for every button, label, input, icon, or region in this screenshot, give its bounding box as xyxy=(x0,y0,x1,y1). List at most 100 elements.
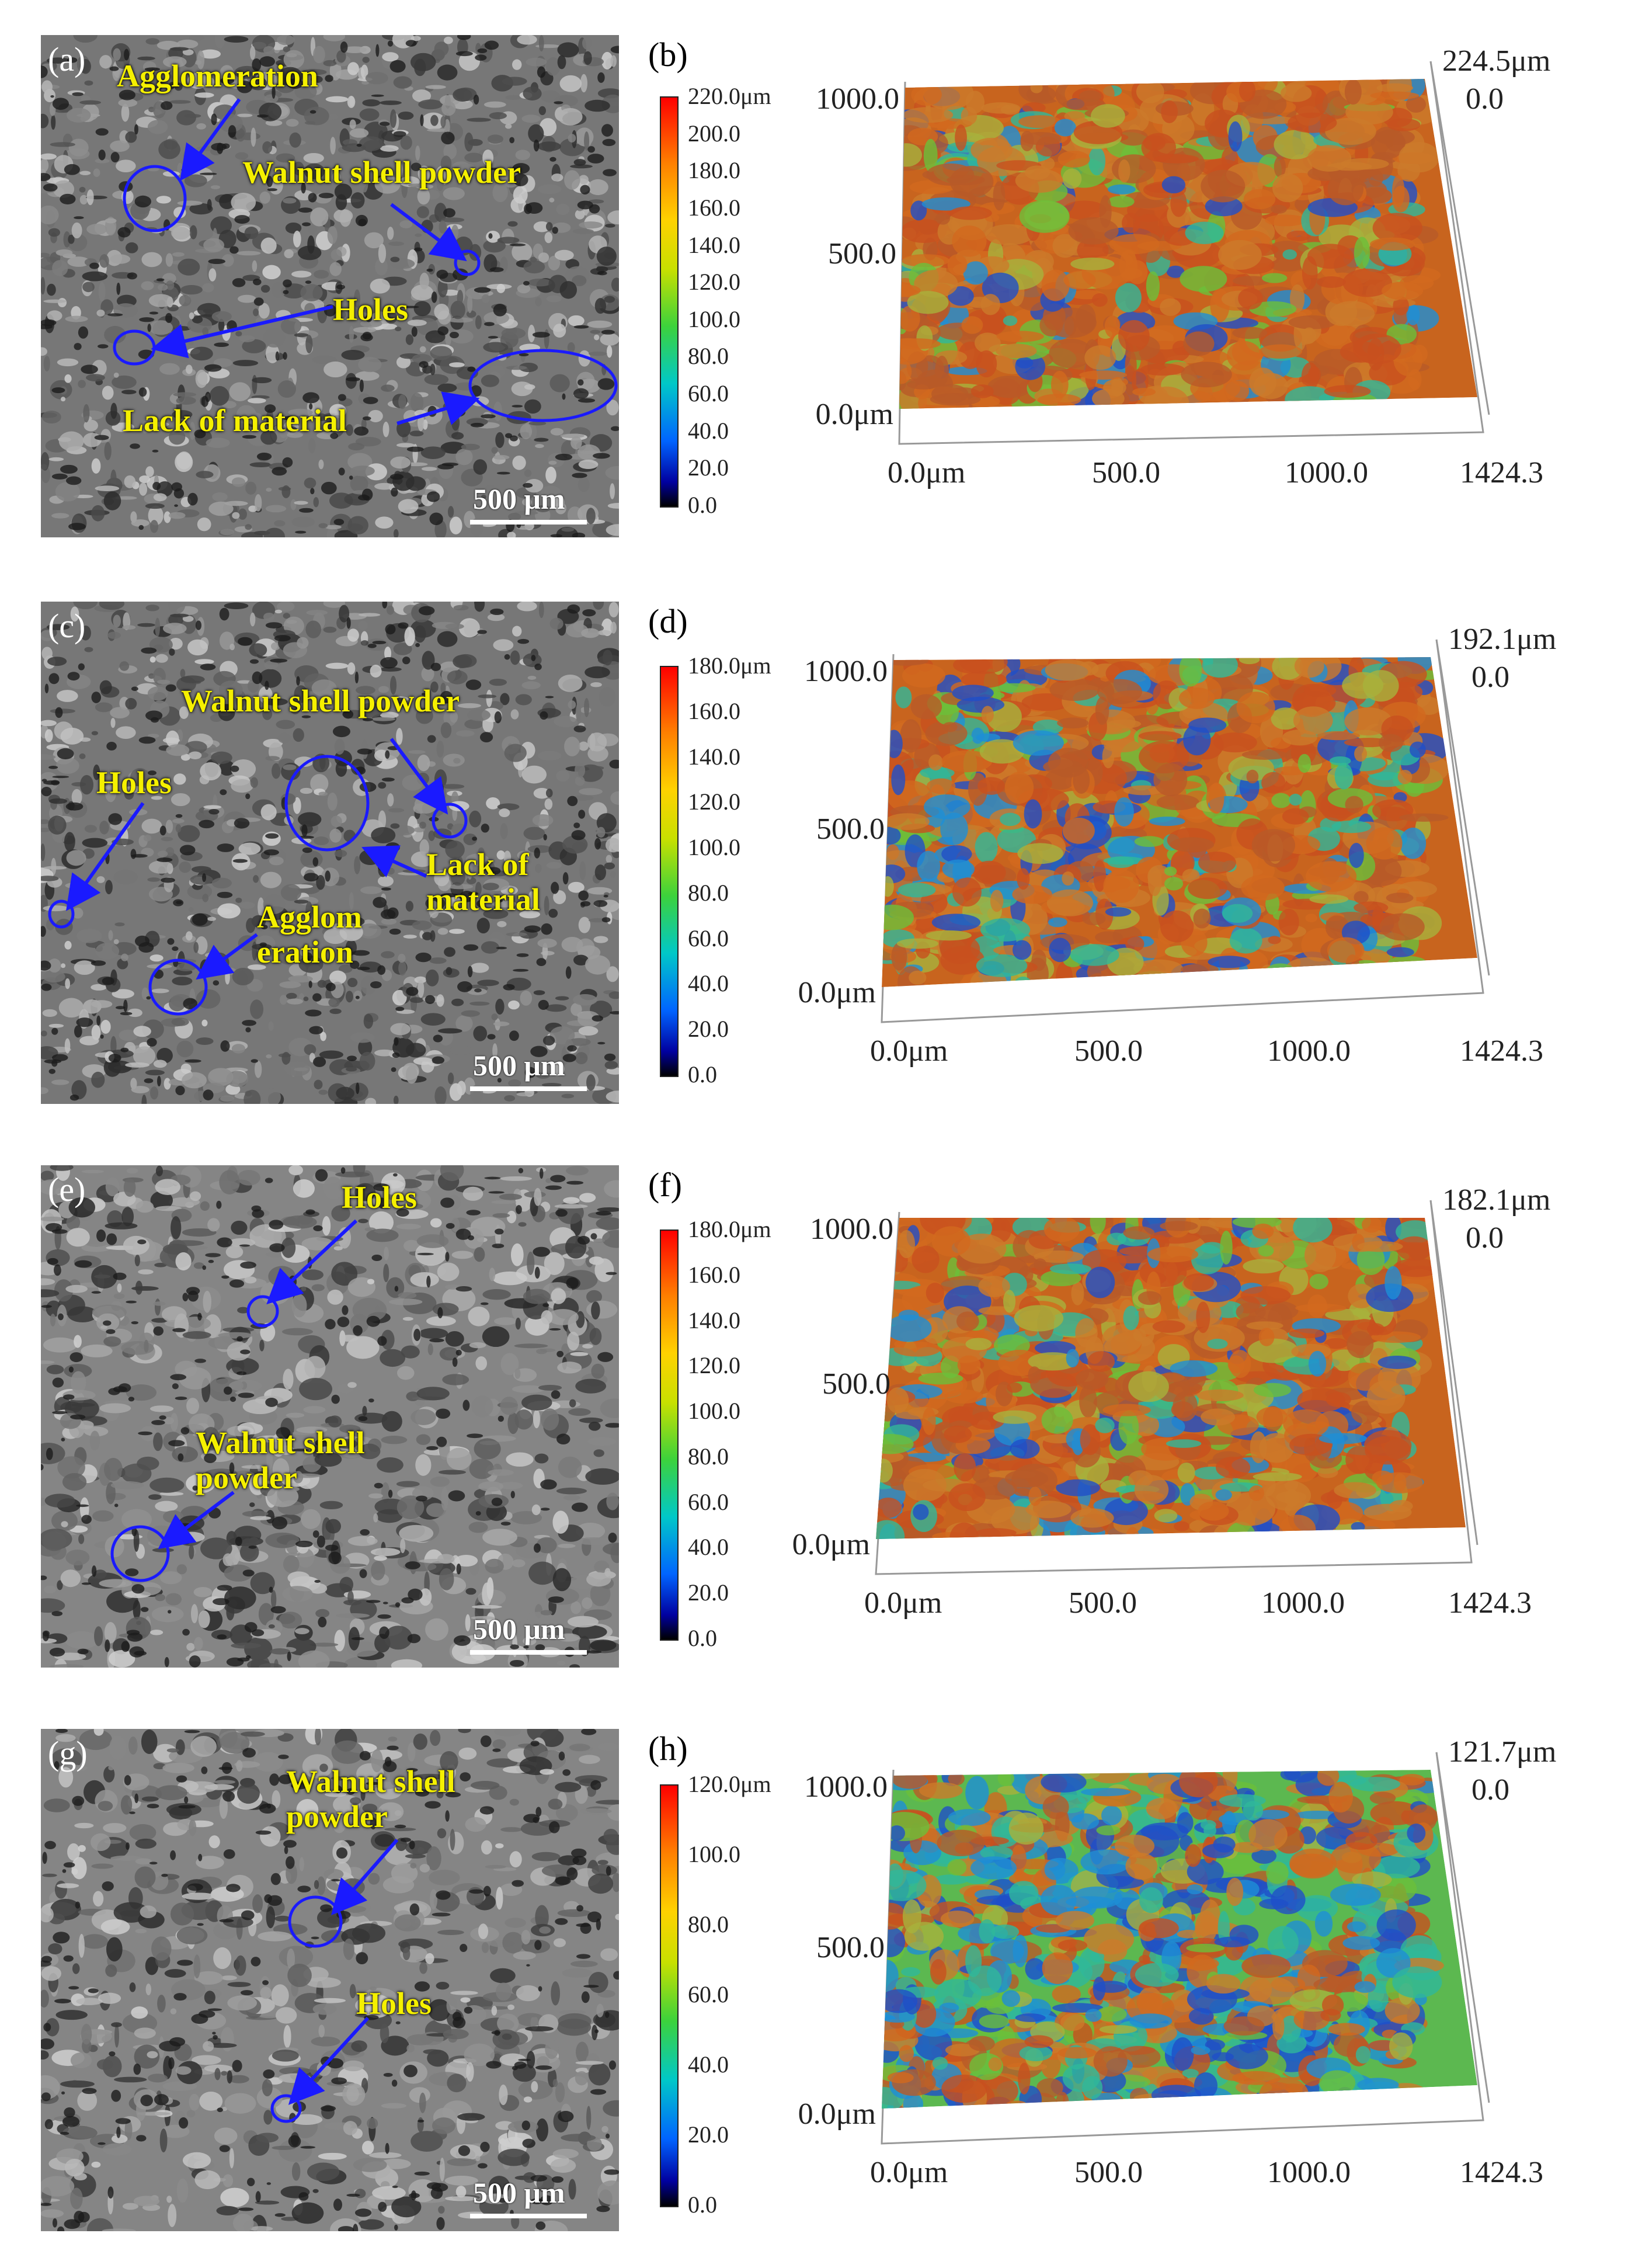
x-axis-tick: 0.0μm xyxy=(864,1586,942,1620)
scale-bar-label: 500 μm xyxy=(473,1049,565,1082)
x-axis-tick: 0.0μm xyxy=(870,2156,948,2189)
x-axis-tick: 1424.3 xyxy=(1460,2156,1543,2189)
annotation-overlay xyxy=(48,738,468,1016)
y-axis-tick: 1000.0 xyxy=(810,1213,893,1246)
y-axis-tick: 500.0 xyxy=(828,237,896,270)
annotation-label: Holes xyxy=(342,1180,417,1215)
colorbar xyxy=(660,666,679,1077)
annotation-label: Agglom eration xyxy=(257,899,362,970)
sem-texture xyxy=(41,602,619,1104)
colorbar-tick: 0.0 xyxy=(688,1625,717,1651)
sem-image: (a) Agglomeration Walnut shell powder Holes… xyxy=(41,35,619,537)
y-axis-tick: 0.0μm xyxy=(798,2097,876,2131)
colorbar-tick: 140.0 xyxy=(688,1307,740,1333)
colorbar-tick: 220.0μm xyxy=(688,83,771,109)
annotation-marker xyxy=(48,899,75,929)
sem-texture xyxy=(41,1165,619,1668)
scale-bar-label: 500 μm xyxy=(473,482,565,515)
annotation-arrow xyxy=(288,2016,370,2105)
annotation-arrow xyxy=(389,738,448,815)
colorbar-tick: 40.0 xyxy=(688,2051,729,2078)
x-axis-tick: 500.0 xyxy=(1092,456,1160,489)
scale-bar xyxy=(470,520,587,525)
colorbar-tick: 140.0 xyxy=(688,743,740,770)
annotation-arrow xyxy=(158,1491,235,1550)
x-axis-tick: 500.0 xyxy=(1069,1586,1137,1620)
annotation-marker xyxy=(288,1895,343,1948)
scale-bar xyxy=(470,2214,587,2218)
panel-letter: (f) xyxy=(648,1166,682,1204)
annotation-label: Agglomeration xyxy=(117,58,318,93)
colorbar-tick: 200.0 xyxy=(688,120,740,147)
surface-plot xyxy=(898,61,1490,445)
y-axis-tick: 500.0 xyxy=(816,812,885,846)
x-axis-tick: 1000.0 xyxy=(1285,456,1368,489)
sem-texture xyxy=(41,1729,619,2231)
annotation-label: Walnut shell powder xyxy=(242,155,521,190)
scale-bar xyxy=(470,1650,587,1655)
panel-letter: (c) xyxy=(48,607,86,645)
colorbar-tick: 0.0 xyxy=(688,492,717,518)
sem-texture xyxy=(41,35,619,537)
max-height-label: 182.1μm xyxy=(1442,1183,1551,1217)
y-axis-tick: 0.0μm xyxy=(815,398,893,431)
colorbar xyxy=(660,96,679,508)
max-height-label: 121.7μm xyxy=(1448,1735,1557,1769)
colorbar-tick: 80.0 xyxy=(688,1443,729,1470)
annotation-arrow xyxy=(396,391,480,425)
sem-image: (e) Holes Walnut shell powder 500 μm xyxy=(41,1165,619,1668)
z-zero-label: 0.0 xyxy=(1472,1773,1509,1807)
annotation-arrow xyxy=(331,1839,399,1916)
x-axis-tick: 500.0 xyxy=(1074,2156,1143,2189)
annotation-arrow xyxy=(266,1219,358,1305)
colorbar-tick: 20.0 xyxy=(688,2121,729,2148)
x-axis-tick: 0.0μm xyxy=(888,456,966,489)
colorbar-tick: 180.0 xyxy=(688,157,740,184)
annotation-overlay xyxy=(270,1839,399,2123)
colorbar-tick: 20.0 xyxy=(688,1579,729,1606)
panel-letter: (a) xyxy=(48,40,86,78)
colorbar-tick: 120.0 xyxy=(688,789,740,815)
panel-letter: (h) xyxy=(648,1729,688,1767)
annotation-marker xyxy=(432,803,468,839)
y-axis-tick: 500.0 xyxy=(822,1367,890,1401)
y-axis-tick: 1000.0 xyxy=(804,655,888,688)
annotation-arrow xyxy=(179,98,241,181)
surface-plot xyxy=(875,1200,1479,1575)
annotation-label: Holes xyxy=(333,292,408,327)
colorbar-tick: 100.0 xyxy=(688,1398,740,1425)
x-axis-tick: 1424.3 xyxy=(1448,1586,1532,1620)
z-zero-label: 0.0 xyxy=(1466,82,1504,116)
z-zero-label: 0.0 xyxy=(1472,661,1509,694)
colorbar-tick: 80.0 xyxy=(688,343,729,370)
z-axis-line xyxy=(1435,1752,1490,2103)
annotation-arrow xyxy=(390,203,467,262)
annotation-arrow xyxy=(66,802,145,911)
z-zero-label: 0.0 xyxy=(1466,1221,1504,1255)
max-height-label: 192.1μm xyxy=(1448,623,1557,656)
colorbar-tick: 40.0 xyxy=(688,1534,729,1561)
annotation-marker xyxy=(468,349,618,422)
y-axis-tick: 0.0μm xyxy=(792,1528,870,1561)
colorbar-tick: 120.0μm xyxy=(688,1771,771,1797)
annotation-label: Holes xyxy=(96,765,172,800)
topography-panel: (h) 120.0μm 100.0 80.0 60.0 40.0 20.0 0.0 1000.0… xyxy=(648,1729,1617,2231)
colorbar-tick: 60.0 xyxy=(688,380,729,407)
y-axis-tick: 0.0μm xyxy=(798,976,876,1009)
panel-letter: (d) xyxy=(648,602,688,640)
annotation-label: Lack of material xyxy=(123,403,347,438)
panel-letter: (e) xyxy=(48,1171,86,1208)
annotation-marker xyxy=(454,249,481,276)
colorbar-tick: 180.0μm xyxy=(688,1216,771,1242)
colorbar-tick: 160.0 xyxy=(688,194,740,221)
colorbar-tick: 80.0 xyxy=(688,1911,729,1937)
annotation-marker xyxy=(148,958,208,1016)
y-axis-tick: 1000.0 xyxy=(804,1770,888,1804)
colorbar-tick: 20.0 xyxy=(688,1016,729,1043)
annotation-marker xyxy=(123,165,187,232)
max-height-label: 224.5μm xyxy=(1442,44,1551,78)
colorbar-tick: 100.0 xyxy=(688,834,740,861)
colorbar-tick: 20.0 xyxy=(688,454,729,481)
annotation-marker xyxy=(110,1525,170,1582)
topography-panel: (f) 180.0μm 160.0 140.0 120.0 100.0 80.0 60.0 40… xyxy=(648,1165,1617,1668)
